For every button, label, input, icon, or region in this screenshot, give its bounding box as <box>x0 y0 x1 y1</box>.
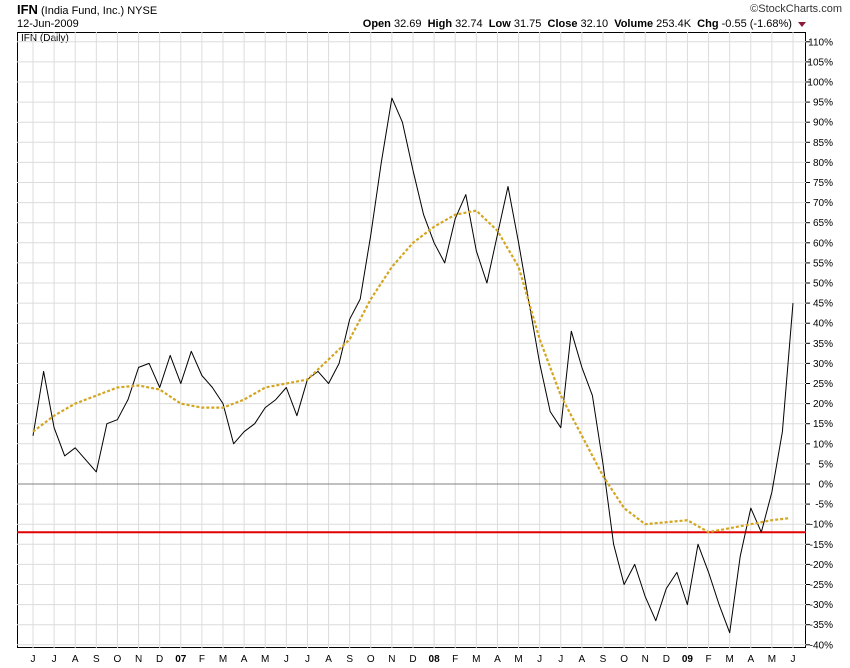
y-tick-label: 20% <box>813 399 833 410</box>
y-tick-label: -35% <box>810 620 833 631</box>
x-tick-label: S <box>93 654 100 665</box>
volume-value: 253.4K <box>656 18 692 30</box>
x-tick-label: M <box>472 654 480 665</box>
x-tick-label: 09 <box>682 654 694 665</box>
y-tick-label: 90% <box>813 118 833 129</box>
x-tick-label: M <box>768 654 776 665</box>
brand-label: ©StockCharts.com <box>750 3 842 15</box>
y-tick-label: 10% <box>813 439 833 450</box>
y-tick-label: 85% <box>813 138 833 149</box>
x-tick-label: A <box>494 654 501 665</box>
x-tick-label: A <box>747 654 754 665</box>
y-tick-label: -25% <box>810 580 833 591</box>
low-label: Low <box>488 18 511 30</box>
high-label: High <box>427 18 453 30</box>
x-tick-label: A <box>241 654 248 665</box>
x-tick-label: M <box>725 654 733 665</box>
y-tick-label: 0% <box>819 480 834 491</box>
x-tick-label: D <box>409 654 416 665</box>
x-tick-label: A <box>325 654 332 665</box>
y-tick-label: -30% <box>810 600 833 611</box>
y-tick-label: -20% <box>810 560 833 571</box>
x-tick-label: 07 <box>175 654 187 665</box>
y-tick-label: 5% <box>819 459 834 470</box>
down-arrow-icon <box>798 21 806 27</box>
plot-area <box>17 32 806 648</box>
y-tick-label: 80% <box>813 158 833 169</box>
close-value: 32.10 <box>580 18 609 30</box>
x-tick-label: D <box>156 654 163 665</box>
y-tick-label: 70% <box>813 198 833 209</box>
ticker-symbol: IFN <box>17 2 38 17</box>
x-tick-label: N <box>388 654 395 665</box>
x-tick-label: S <box>600 654 607 665</box>
study-label: IFN (Daily) <box>19 33 71 44</box>
y-tick-label: 25% <box>813 379 833 390</box>
company-name: (India Fund, Inc.) <box>41 5 125 17</box>
quote-summary: Open 32.69 High 32.74 Low 31.75 Close 32… <box>363 18 806 30</box>
volume-label: Volume <box>614 18 654 30</box>
close-label: Close <box>547 18 578 30</box>
high-value: 32.74 <box>455 18 483 30</box>
date-label: 12-Jun-2009 <box>17 18 79 30</box>
x-tick-label: J <box>791 654 796 665</box>
x-tick-label: J <box>31 654 36 665</box>
x-tick-label: F <box>706 654 712 665</box>
x-tick-label: J <box>558 654 563 665</box>
y-tick-label: 45% <box>813 299 833 310</box>
open-value: 32.69 <box>393 18 422 30</box>
y-tick-label: 15% <box>813 419 833 430</box>
chg-label: Chg <box>697 18 719 30</box>
x-tick-label: N <box>135 654 142 665</box>
moving-average-line <box>32 209 789 534</box>
x-tick-label: J <box>537 654 542 665</box>
y-tick-label: 100% <box>807 78 833 89</box>
x-tick-label: A <box>579 654 586 665</box>
y-tick-label: 35% <box>813 339 833 350</box>
x-tick-label: D <box>663 654 670 665</box>
y-tick-label: 30% <box>813 359 833 370</box>
y-tick-label: 95% <box>813 98 833 109</box>
y-tick-label: 40% <box>813 319 833 330</box>
price-series-line <box>32 97 794 634</box>
y-tick-label: 65% <box>813 218 833 229</box>
x-tick-label: J <box>305 654 310 665</box>
y-tick-label: -15% <box>810 540 833 551</box>
x-tick-label: M <box>514 654 522 665</box>
x-tick-label: N <box>642 654 649 665</box>
x-tick-label: M <box>261 654 269 665</box>
y-tick-label: 50% <box>813 279 833 290</box>
y-tick-label: 60% <box>813 238 833 249</box>
x-tick-label: J <box>284 654 289 665</box>
x-tick-label: 08 <box>429 654 441 665</box>
y-tick-label: -10% <box>810 520 833 531</box>
y-tick-label: 110% <box>808 37 833 48</box>
open-label: Open <box>362 18 391 30</box>
y-tick-label: 105% <box>807 57 833 68</box>
x-tick-label: J <box>52 654 57 665</box>
x-tick-label: M <box>219 654 227 665</box>
chg-value: -0.55 (-1.68%) <box>721 18 792 30</box>
y-tick-label: -40% <box>810 640 833 651</box>
y-tick-label: -5% <box>815 500 833 511</box>
x-tick-label: A <box>72 654 79 665</box>
x-tick-label: S <box>346 654 353 665</box>
x-tick-label: O <box>114 654 122 665</box>
x-tick-label: O <box>620 654 628 665</box>
x-tick-label: F <box>199 654 205 665</box>
x-tick-label: F <box>452 654 458 665</box>
x-tick-label: O <box>367 654 375 665</box>
low-value: 31.75 <box>513 18 542 30</box>
y-tick-label: 55% <box>813 258 833 269</box>
exchange-name: NYSE <box>127 5 158 17</box>
y-tick-label: 75% <box>813 178 833 189</box>
title-row: IFN (India Fund, Inc.) NYSE <box>17 2 157 17</box>
